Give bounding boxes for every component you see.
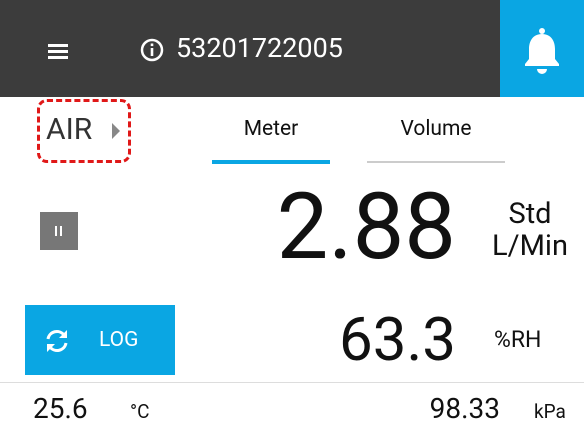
humidity-unit: %RH bbox=[494, 326, 542, 353]
menu-button[interactable] bbox=[44, 38, 74, 64]
gas-label: AIR bbox=[46, 112, 93, 147]
tab-underline bbox=[212, 160, 330, 164]
flow-value: 2.88 bbox=[276, 174, 456, 281]
pause-button[interactable] bbox=[40, 212, 78, 250]
notifications-button[interactable] bbox=[500, 0, 584, 97]
pressure-unit: kPa bbox=[534, 400, 566, 423]
pressure-value: 98.33 bbox=[429, 392, 500, 425]
tab-underline bbox=[367, 161, 505, 163]
sync-icon bbox=[46, 330, 68, 352]
device-id: 53201722005 bbox=[176, 32, 343, 64]
info-icon[interactable] bbox=[138, 36, 166, 64]
temperature-value: 25.6 bbox=[33, 392, 88, 425]
log-label: LOG bbox=[99, 328, 139, 352]
log-button[interactable]: LOG bbox=[25, 305, 175, 375]
tab[interactable]: Volume bbox=[400, 117, 472, 141]
flow-unit-top: Std bbox=[508, 197, 552, 231]
humidity-value: 63.3 bbox=[339, 304, 456, 375]
pause-icon bbox=[55, 226, 57, 236]
temperature-unit: °C bbox=[130, 400, 150, 423]
gas-selector[interactable] bbox=[37, 99, 131, 163]
top-bar bbox=[0, 0, 500, 97]
tab[interactable]: Meter bbox=[243, 117, 299, 141]
bell-icon bbox=[525, 28, 559, 74]
gas-arrow bbox=[112, 123, 120, 139]
divider bbox=[0, 382, 584, 383]
flow-unit-bottom: L/Min bbox=[492, 229, 568, 263]
